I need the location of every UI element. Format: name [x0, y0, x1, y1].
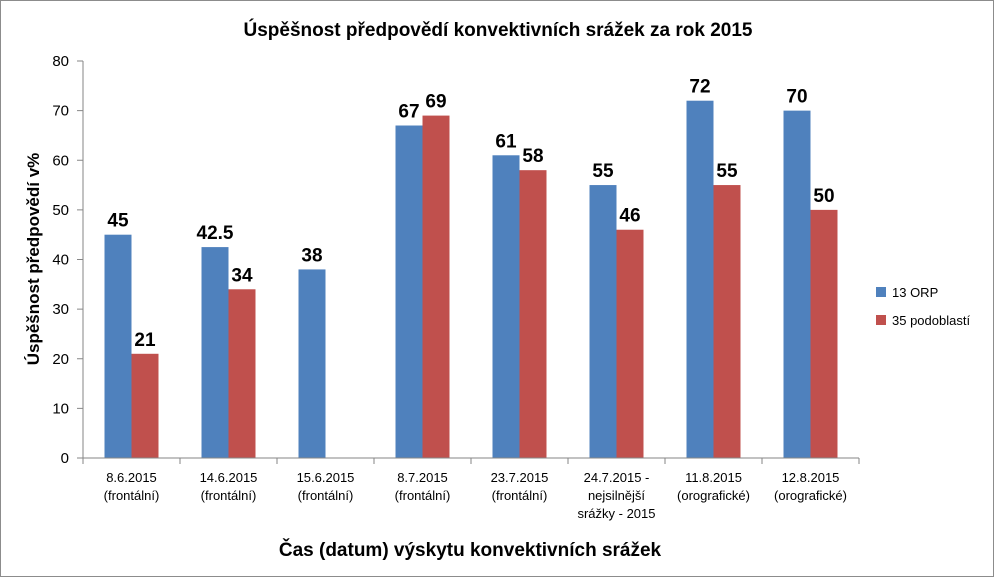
- bar: [589, 185, 617, 458]
- data-label: 21: [134, 330, 156, 351]
- x-tick-label: 8.7.2015: [397, 470, 448, 485]
- data-label: 70: [786, 87, 807, 108]
- x-tick-label: 8.6.2015: [106, 470, 157, 485]
- x-tick-label: (frontální): [201, 488, 257, 503]
- data-label: 38: [301, 245, 322, 266]
- data-label: 55: [716, 161, 738, 182]
- bar: [228, 289, 256, 458]
- bar: [395, 125, 423, 458]
- bar: [298, 269, 326, 458]
- y-axis-label: Úspěšnost předpovědí v%: [24, 153, 43, 366]
- bar: [810, 209, 838, 458]
- x-tick-label: (frontální): [395, 488, 451, 503]
- y-tick-label: 0: [61, 450, 69, 467]
- data-label: 55: [592, 161, 614, 182]
- bar: [713, 185, 741, 458]
- y-tick-label: 80: [52, 53, 69, 70]
- y-tick-label: 70: [52, 103, 69, 120]
- data-label: 58: [522, 146, 543, 167]
- data-label: 45: [107, 211, 129, 232]
- x-tick-label: 14.6.2015: [200, 470, 258, 485]
- y-tick-label: 50: [52, 202, 69, 219]
- legend: 13 ORP 35 podoblastí: [876, 285, 970, 328]
- x-tick-label: 24.7.2015 -: [584, 470, 650, 485]
- data-label: 42.5: [197, 223, 234, 244]
- x-tick-label: 15.6.2015: [297, 470, 355, 485]
- x-tick-label: (orografické): [774, 488, 847, 503]
- legend-label: 35 podoblastí: [892, 313, 970, 328]
- bar: [616, 229, 644, 458]
- legend-swatch: [876, 287, 886, 297]
- bar: [783, 110, 811, 458]
- data-label: 34: [231, 265, 253, 286]
- bar: [422, 115, 450, 459]
- x-tick-label: (orografické): [677, 488, 750, 503]
- y-tick-label: 20: [52, 351, 69, 368]
- y-tick-label: 30: [52, 301, 69, 318]
- data-label: 46: [619, 206, 640, 227]
- legend-swatch: [876, 315, 886, 325]
- legend-label: 13 ORP: [892, 285, 938, 300]
- x-tick-label: (frontální): [492, 488, 548, 503]
- data-label: 61: [495, 131, 517, 152]
- x-tick-label: 11.8.2015: [685, 470, 742, 485]
- bar: [201, 247, 229, 458]
- bar: [131, 353, 159, 458]
- x-tick-label: 23.7.2015: [491, 470, 549, 485]
- x-axis-label: Čas (datum) výskytu konvektivních srážek: [279, 539, 662, 561]
- x-tick-label: (frontální): [104, 488, 160, 503]
- data-label: 67: [398, 102, 419, 123]
- chart-title: Úspěšnost předpovědí konvektivních sráže…: [244, 19, 753, 41]
- x-tick-label: srážky - 2015: [577, 506, 655, 521]
- data-label: 50: [813, 186, 834, 207]
- bar: [519, 170, 547, 459]
- data-label: 72: [689, 77, 710, 98]
- x-tick-label: (frontální): [298, 488, 354, 503]
- y-tick-label: 60: [52, 152, 69, 169]
- y-tick-label: 40: [52, 252, 69, 269]
- bar: [104, 234, 132, 458]
- x-tick-label: 12.8.2015: [782, 470, 840, 485]
- bar: [686, 100, 714, 458]
- bar: [492, 155, 520, 458]
- data-label: 69: [425, 92, 446, 113]
- y-tick-label: 10: [52, 400, 69, 417]
- x-tick-label: nejsilnější: [588, 488, 645, 503]
